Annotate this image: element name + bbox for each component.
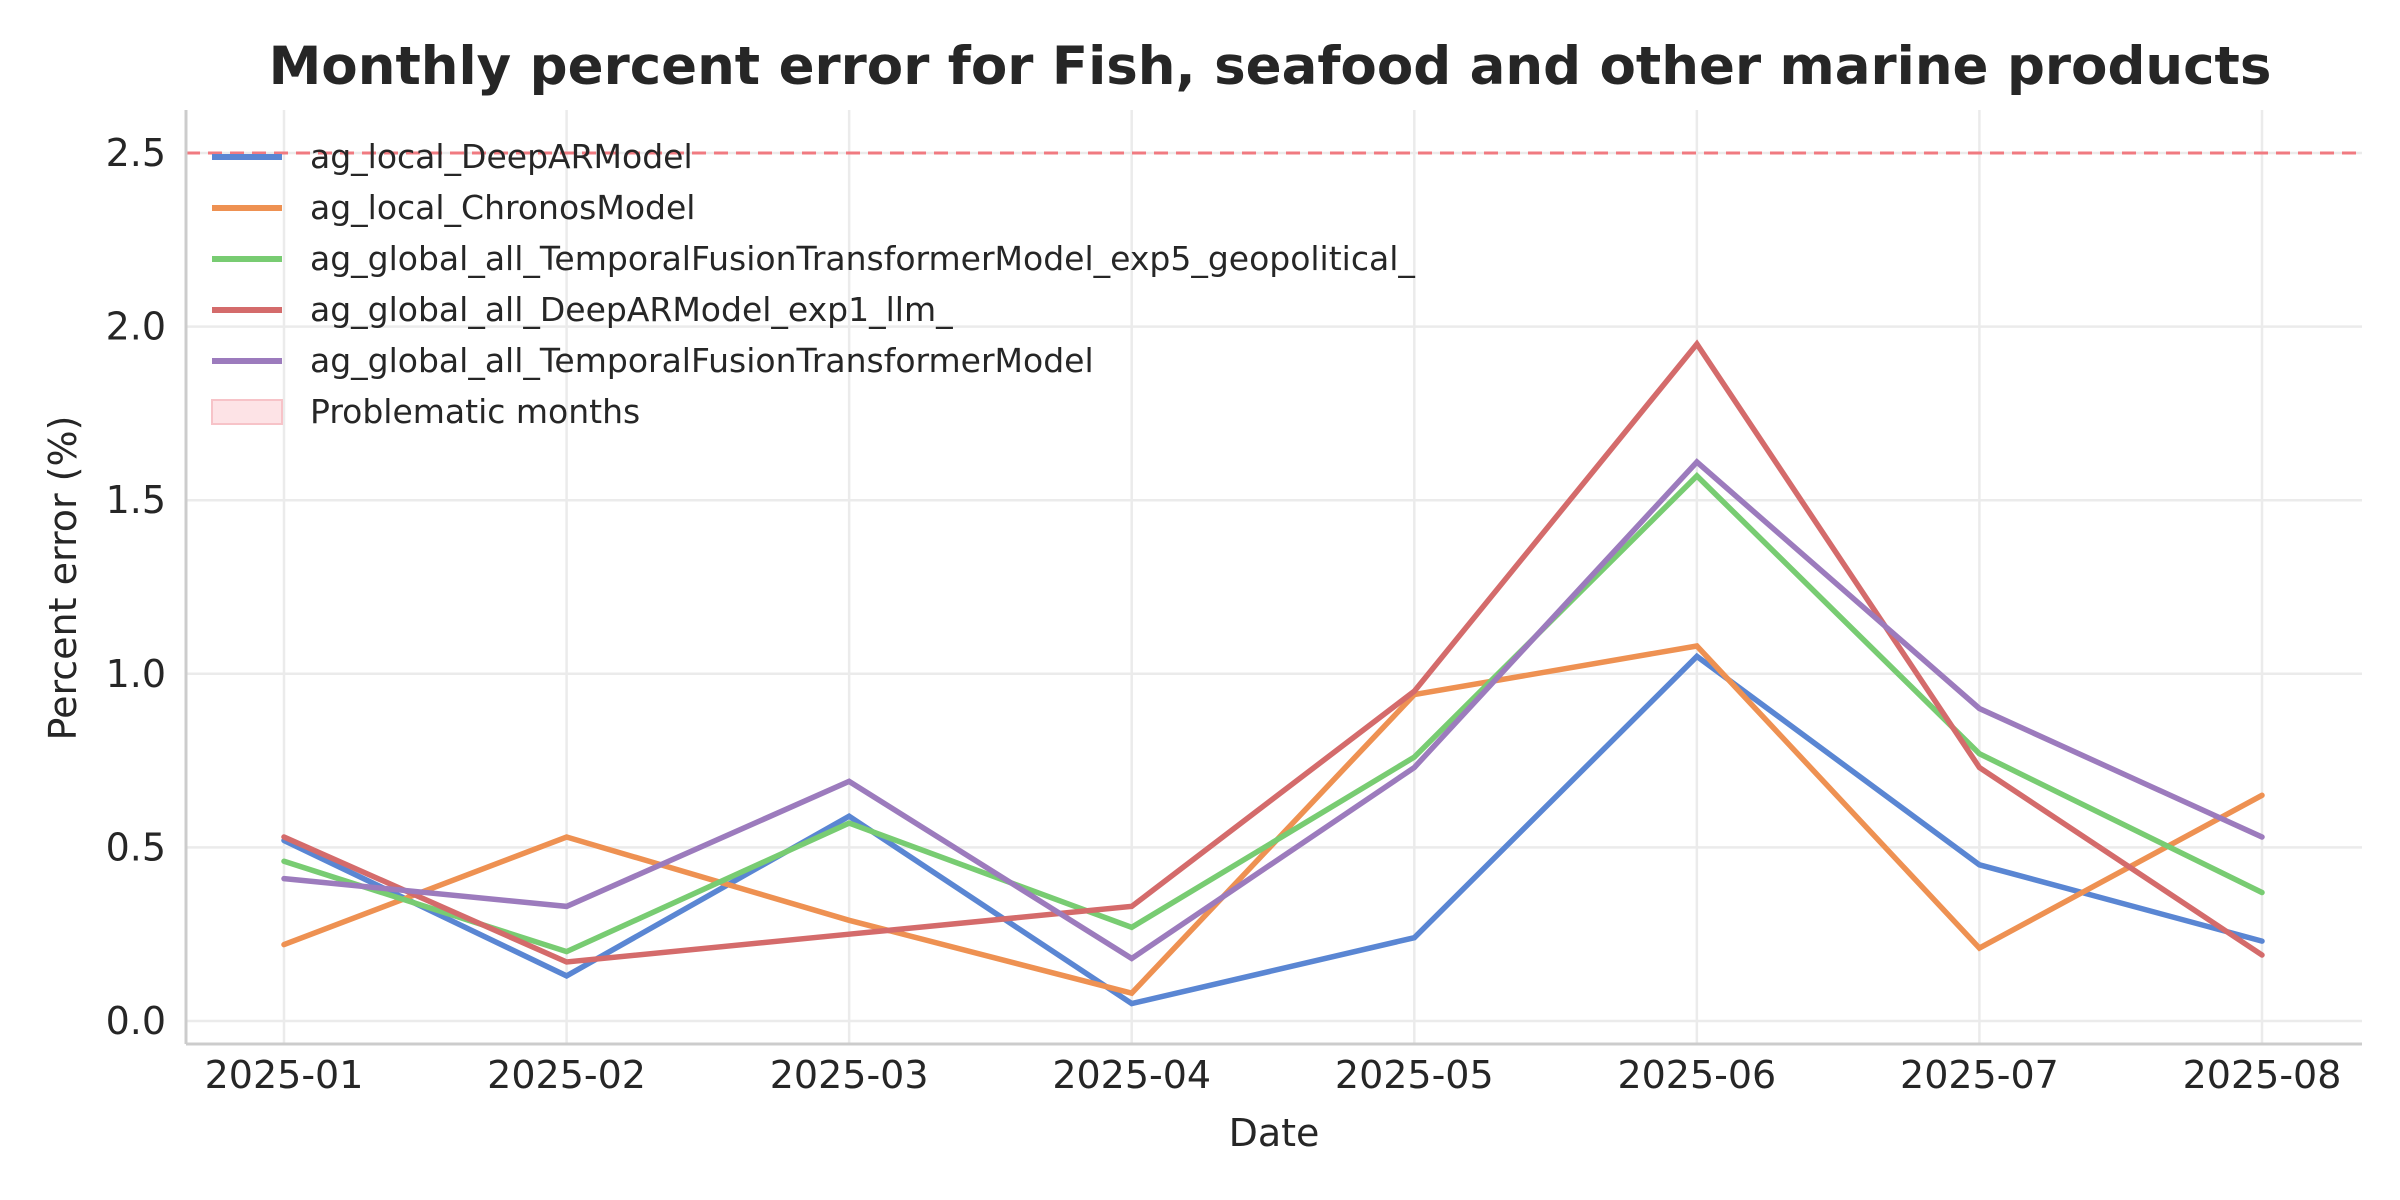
legend: ag_local_DeepARModel ag_local_ChronosMode… (211, 137, 1415, 431)
y-tick-label: 2.5 (106, 131, 166, 175)
x-axis-label: Date (1229, 1111, 1320, 1155)
x-tick-label: 2025-03 (770, 1053, 929, 1097)
x-tick-label: 2025-05 (1335, 1053, 1494, 1097)
y-axis-label: Percent error (%) (41, 416, 85, 741)
y-tick-label: 0.5 (106, 825, 166, 869)
series-line-4 (281, 339, 2265, 965)
legend-label: ag_local_ChronosModel (310, 188, 695, 227)
axes (184, 110, 2362, 1046)
legend-label: ag_global_all_TemporalFusionTransformerM… (310, 341, 1094, 380)
series-line-1 (281, 652, 2265, 1007)
legend-label: ag_global_all_DeepARModel_exp1_llm_ (310, 290, 953, 329)
series-line-3 (281, 472, 2265, 955)
legend-swatch-problematic (211, 399, 283, 425)
x-tick-label: 2025-06 (1617, 1053, 1776, 1097)
y-tick-label: 1.0 (106, 652, 166, 696)
series-line-5 (281, 458, 2265, 962)
y-tick-label: 2.0 (106, 305, 166, 349)
x-tick-label: 2025-07 (1900, 1053, 2059, 1097)
series-lines (281, 339, 2265, 1007)
legend-label: ag_global_all_TemporalFusionTransformerM… (310, 239, 1415, 278)
x-tick-label: 2025-04 (1052, 1053, 1211, 1097)
legend-label: Problematic months (310, 392, 640, 431)
x-tick-label: 2025-02 (487, 1053, 646, 1097)
y-tick-label: 0.0 (106, 999, 166, 1043)
y-tick-labels: 0.0 0.5 1.0 1.5 2.0 2.5 (106, 131, 166, 1043)
chart-title: Monthly percent error for Fish, seafood … (269, 36, 2272, 97)
x-tick-label: 2025-01 (205, 1053, 364, 1097)
y-tick-label: 1.5 (106, 478, 166, 522)
x-tick-labels: 2025-01 2025-02 2025-03 2025-04 2025-05 2025-… (205, 1053, 2342, 1097)
x-tick-label: 2025-08 (2183, 1053, 2342, 1097)
legend-label: ag_local_DeepARModel (310, 137, 693, 176)
